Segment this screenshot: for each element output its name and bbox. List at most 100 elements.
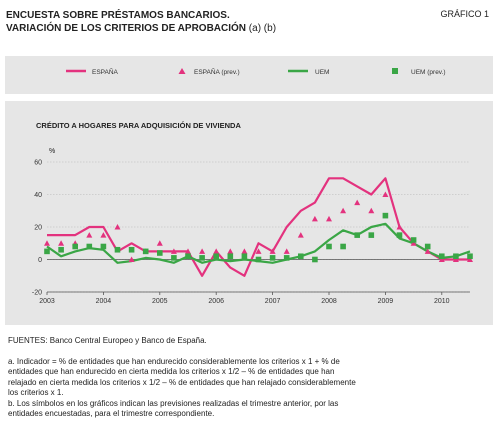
- espana-prev-point: [396, 224, 403, 230]
- uem-prev-point: [185, 253, 191, 260]
- espana-prev-point: [58, 240, 65, 246]
- espana-prev-point: [424, 248, 431, 254]
- chart-title: CRÉDITO A HOGARES PARA ADQUISICIÓN DE VI…: [36, 121, 241, 130]
- espana-prev-point: [410, 240, 417, 246]
- figure-label: GRÁFICO 1: [440, 9, 489, 19]
- legend-label-espana-prev: ESPAÑA (prev.): [194, 67, 240, 76]
- x-tick-label: 2004: [96, 298, 112, 305]
- uem-prev-point: [255, 256, 262, 263]
- espana-prev-point: [452, 256, 459, 262]
- espana-prev-point: [44, 240, 50, 246]
- x-tick-label: 2008: [321, 298, 337, 305]
- espana-prev-point: [467, 256, 473, 262]
- espana-prev-point: [156, 240, 163, 246]
- title-marks: (a) (b): [248, 23, 277, 34]
- espana-prev-point: [86, 232, 93, 238]
- gridlines: [47, 161, 470, 293]
- uem-prev-point: [410, 237, 417, 243]
- x-tick-label: 2003: [39, 298, 55, 305]
- source-note: FUENTES: Banco Central Europeo y Banco d…: [8, 336, 207, 345]
- espana-prev-point: [255, 248, 262, 254]
- espana-prev-point: [199, 248, 206, 254]
- espana-prev-point: [185, 248, 191, 254]
- espana-prev-point: [128, 256, 135, 262]
- y-tick-label: 20: [34, 225, 42, 232]
- uem-prev-point: [157, 250, 163, 256]
- uem-prev-point: [368, 232, 375, 238]
- y-tick-label: -20: [32, 290, 42, 297]
- uem-prev-point: [114, 246, 121, 253]
- title-line-1: ENCUESTA SOBRE PRÉSTAMOS BANCARIOS.: [6, 10, 230, 21]
- espana-prev-point: [297, 232, 304, 238]
- legend-label-uem: UEM: [315, 69, 329, 76]
- note-b-line-2: entidades encuestadas, para el trimestre…: [8, 409, 215, 418]
- espana-prev-point: [213, 248, 220, 254]
- espana-prev-point: [170, 248, 177, 254]
- x-tick-label: 2006: [208, 298, 224, 305]
- legend-swatch-uem-prev: [392, 68, 398, 74]
- page-title: ENCUESTA SOBRE PRÉSTAMOS BANCARIOS. VARI…: [6, 9, 276, 35]
- espana-prev-point: [241, 248, 248, 254]
- line-chart: CRÉDITO A HOGARES PARA ADQUISICIÓN DE VI…: [32, 121, 473, 305]
- x-tick-label: 2010: [434, 298, 450, 305]
- legend: ESPAÑA ESPAÑA (prev.) UEM UEM (prev.): [5, 56, 493, 94]
- uem-prev-point: [72, 243, 78, 250]
- series-marks: [44, 177, 473, 277]
- espana-prev-point: [100, 232, 107, 238]
- notes: FUENTES: Banco Central Europeo y Banco d…: [8, 336, 488, 420]
- espana-prev-point: [340, 207, 347, 214]
- uem-prev-point: [424, 243, 431, 250]
- espana-prev-point: [438, 256, 445, 262]
- uem-prev-point: [241, 253, 248, 260]
- note-a-line-1: a. Indicador = % de entidades que han en…: [8, 356, 340, 366]
- uem-prev-point: [382, 212, 389, 219]
- espana-prev-point: [269, 248, 276, 254]
- uem-prev-point: [340, 243, 346, 250]
- uem-prev-point: [467, 253, 473, 260]
- y-tick-label: 60: [34, 160, 42, 167]
- espana-prev-point: [382, 191, 389, 197]
- uem-prev-point: [354, 232, 360, 238]
- uem-prev-point: [269, 255, 276, 261]
- uem-prev-point: [58, 246, 64, 253]
- x-tick-label: 2009: [378, 298, 394, 305]
- chart-panel: CRÉDITO A HOGARES PARA ADQUISICIÓN DE VI…: [5, 101, 493, 325]
- espana-prev-point: [227, 248, 234, 254]
- uem-prev-point: [100, 243, 107, 250]
- y-axis-unit: %: [49, 148, 55, 155]
- legend-swatch-espana-prev: [178, 68, 186, 74]
- uem-prev-point: [142, 248, 149, 255]
- note-a-line-4: los criterios x 1.: [8, 388, 64, 397]
- espana-prev-point: [283, 248, 290, 254]
- uem-prev-point: [326, 243, 332, 250]
- uem-prev-point: [213, 253, 219, 260]
- espana-prev-point: [368, 207, 375, 214]
- espana-prev-point: [326, 215, 332, 222]
- note-b-line-1: b. Los símbolos en los gráficos indican …: [8, 398, 339, 408]
- title-line-2: VARIACIÓN DE LOS CRITERIOS DE APROBACIÓN: [6, 23, 247, 34]
- uem-prev-point: [86, 243, 93, 250]
- uem-prev-point: [128, 246, 135, 253]
- uem-prev-point: [227, 253, 234, 260]
- uem-prev-point: [298, 253, 304, 260]
- uem-prev-point: [439, 253, 445, 260]
- y-tick-label: 40: [34, 192, 42, 199]
- legend-svg: ESPAÑA ESPAÑA (prev.) UEM UEM (prev.): [66, 67, 446, 76]
- espana-prev-point: [311, 215, 318, 222]
- uem-prev-point: [312, 256, 318, 263]
- note-a-line-3: relajado en cierta medida los criterios …: [8, 377, 356, 387]
- y-tick-label: 0: [38, 257, 42, 264]
- espana-prev-point: [114, 224, 121, 230]
- legend-label-espana: ESPAÑA: [92, 67, 119, 76]
- legend-label-uem-prev: UEM (prev.): [411, 69, 446, 76]
- x-tick-label: 2005: [152, 298, 168, 305]
- x-tick-label: 2007: [265, 298, 281, 305]
- uem-prev-point: [283, 255, 290, 261]
- note-a-line-2: entidades que han endurecido en cierta m…: [8, 367, 335, 376]
- uem-prev-point: [453, 253, 459, 260]
- uem-prev-point: [396, 232, 403, 238]
- uem-prev-point: [171, 255, 177, 261]
- uem-prev-point: [44, 248, 50, 255]
- espana-prev-point: [354, 199, 361, 206]
- uem-prev-point: [199, 255, 205, 261]
